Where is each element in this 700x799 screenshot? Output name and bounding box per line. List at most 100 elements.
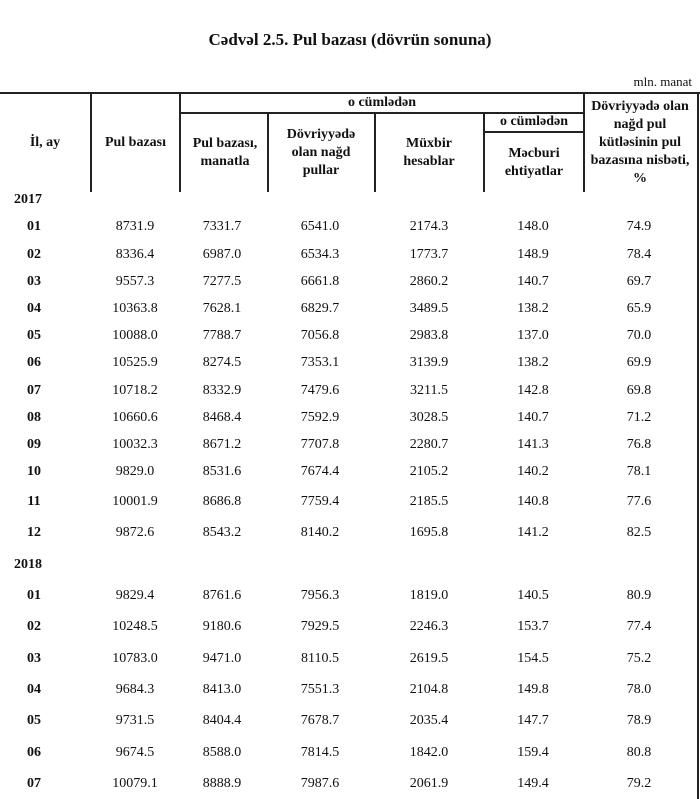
cell-required-reserves: 159.4 [517, 745, 549, 760]
cell-correspondent-accounts: 2105.2 [409, 464, 449, 479]
cell-cash-in-circulation: 6541.0 [300, 219, 340, 234]
cell-monetary-base: 9684.3 [115, 682, 155, 697]
cell-monetary-base: 8336.4 [115, 247, 155, 262]
cell-correspondent-accounts: 2619.5 [409, 651, 449, 666]
table-row: 11 10001.9 8686.8 7759.4 2185.5 140.8 77.6 [0, 490, 698, 514]
cell-monetary-base: 9674.5 [115, 745, 155, 760]
cell-monetary-base: 8731.9 [115, 219, 155, 234]
cell-correspondent-accounts: 2061.9 [409, 776, 449, 791]
table-row: 06 9674.5 8588.0 7814.5 1842.0 159.4 80.8 [0, 741, 698, 765]
cell-monetary-base: 10525.9 [112, 355, 158, 370]
header-including-sub: o cümlədən [499, 114, 569, 129]
col-divider [267, 112, 269, 192]
cell-correspondent-accounts: 1773.7 [409, 247, 449, 262]
cell-cash-ratio: 79.2 [626, 776, 652, 791]
cell-cash-in-circulation: 7674.4 [300, 464, 340, 479]
cell-month: 04 [27, 301, 41, 316]
cell-cash-in-circulation: 7353.1 [300, 355, 340, 370]
cell-monetary-base: 10079.1 [112, 776, 158, 791]
table-row: 07 10718.2 8332.9 7479.6 3211.5 142.8 69.8 [0, 379, 698, 403]
cell-month: 09 [27, 437, 41, 452]
cell-month: 03 [27, 651, 41, 666]
col-divider [483, 112, 485, 192]
cell-month: 02 [27, 619, 41, 634]
cell-required-reserves: 140.2 [517, 464, 549, 479]
table-row: 09 10032.3 8671.2 7707.8 2280.7 141.3 76.8 [0, 433, 698, 457]
cell-monetary-base: 9557.3 [115, 274, 155, 289]
cell-base-manat: 9180.6 [202, 619, 242, 634]
table-row: 03 9557.3 7277.5 6661.8 2860.2 140.7 69.7 [0, 270, 698, 294]
cell-month: 07 [27, 776, 41, 791]
cell-required-reserves: 140.8 [517, 494, 549, 509]
cell-correspondent-accounts: 1695.8 [409, 525, 449, 540]
cell-cash-ratio: 69.8 [626, 383, 652, 398]
cell-cash-in-circulation: 7814.5 [300, 745, 340, 760]
cell-base-manat: 8686.8 [202, 494, 242, 509]
cell-month: 05 [27, 713, 41, 728]
cell-required-reserves: 142.8 [517, 383, 549, 398]
cell-monetary-base: 10660.6 [112, 410, 158, 425]
cell-month: 06 [27, 355, 41, 370]
cell-base-manat: 8404.4 [202, 713, 242, 728]
header-including: o cümlədən [347, 94, 417, 110]
cell-base-manat: 8413.0 [202, 682, 242, 697]
cell-monetary-base: 10363.8 [112, 301, 158, 316]
table-row: 01 8731.9 7331.7 6541.0 2174.3 148.0 74.9 [0, 215, 698, 239]
cell-required-reserves: 148.0 [517, 219, 549, 234]
cell-cash-ratio: 75.2 [626, 651, 652, 666]
cell-month: 02 [27, 247, 41, 262]
cell-cash-ratio: 80.8 [626, 745, 652, 760]
cell-base-manat: 8531.6 [202, 464, 242, 479]
cell-required-reserves: 140.5 [517, 588, 549, 603]
cell-correspondent-accounts: 1819.0 [409, 588, 449, 603]
cell-cash-ratio: 78.0 [626, 682, 652, 697]
cell-required-reserves: 154.5 [517, 651, 549, 666]
cell-month: 12 [27, 525, 41, 540]
table-row: 04 9684.3 8413.0 7551.3 2104.8 149.8 78.0 [0, 678, 698, 702]
cell-cash-in-circulation: 6661.8 [300, 274, 340, 289]
table-row: 10 9829.0 8531.6 7674.4 2105.2 140.2 78.1 [0, 460, 698, 484]
table-row: 07 10079.1 8888.9 7987.6 2061.9 149.4 79.2 [0, 772, 698, 796]
cell-cash-in-circulation: 6534.3 [300, 247, 340, 262]
cell-correspondent-accounts: 2174.3 [409, 219, 449, 234]
cell-correspondent-accounts: 3489.5 [409, 301, 449, 316]
cell-cash-ratio: 77.6 [626, 494, 652, 509]
header-period: İl, ay [29, 135, 61, 150]
table-row: 04 10363.8 7628.1 6829.7 3489.5 138.2 65.9 [0, 297, 698, 321]
cell-monetary-base: 10032.3 [112, 437, 158, 452]
cell-monetary-base: 10001.9 [112, 494, 158, 509]
cell-month: 10 [27, 464, 41, 479]
cell-monetary-base: 9872.6 [115, 525, 155, 540]
cell-cash-in-circulation: 8110.5 [301, 651, 339, 666]
cell-cash-ratio: 78.1 [626, 464, 652, 479]
header-monetary-base: Pul bazası [104, 135, 167, 150]
table-row: 08 10660.6 8468.4 7592.9 3028.5 140.7 71.2 [0, 406, 698, 430]
cell-base-manat: 7331.7 [202, 219, 242, 234]
cell-cash-ratio: 77.4 [626, 619, 652, 634]
table-row: 02 8336.4 6987.0 6534.3 1773.7 148.9 78.4 [0, 243, 698, 267]
cell-month: 11 [27, 494, 41, 509]
header-correspondent-accounts: Müxbir hesablar [403, 136, 455, 169]
year-label: 2018 [14, 557, 42, 572]
cell-month: 01 [27, 588, 41, 603]
cell-required-reserves: 149.8 [517, 682, 549, 697]
including-rule [179, 112, 584, 114]
cell-month: 03 [27, 274, 41, 289]
cell-monetary-base: 10248.5 [112, 619, 158, 634]
col-divider [90, 92, 92, 192]
header-base-manat: Pul bazası, manatla [192, 136, 258, 169]
table-row: 05 10088.0 7788.7 7056.8 2983.8 137.0 70.0 [0, 324, 698, 348]
cell-required-reserves: 141.3 [517, 437, 549, 452]
col-divider [583, 92, 585, 192]
cell-cash-in-circulation: 7956.3 [300, 588, 340, 603]
cell-base-manat: 8671.2 [202, 437, 242, 452]
table-row: 05 9731.5 8404.4 7678.7 2035.4 147.7 78.9 [0, 709, 698, 733]
cell-cash-ratio: 78.4 [626, 247, 652, 262]
year-label: 2017 [14, 192, 42, 207]
cell-base-manat: 7628.1 [202, 301, 242, 316]
cell-correspondent-accounts: 2035.4 [409, 713, 449, 728]
cell-cash-ratio: 78.9 [626, 713, 652, 728]
cell-correspondent-accounts: 1842.0 [409, 745, 449, 760]
cell-required-reserves: 147.7 [517, 713, 549, 728]
cell-cash-ratio: 69.7 [626, 274, 652, 289]
